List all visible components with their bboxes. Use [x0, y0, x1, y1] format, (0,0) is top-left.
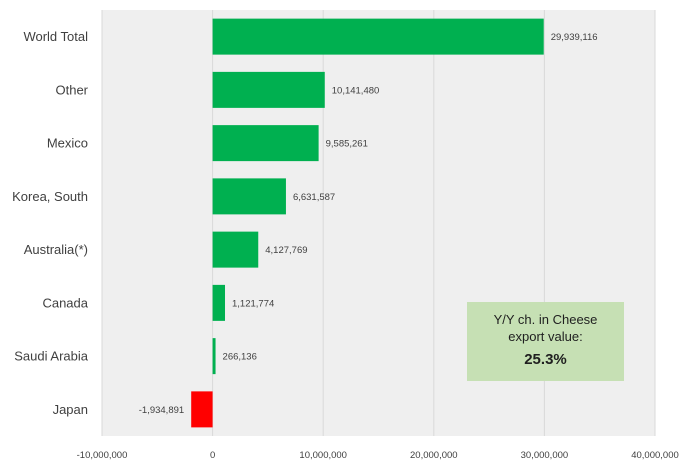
- data-label: 9,585,261: [326, 139, 368, 150]
- data-label: 1,121,774: [232, 298, 274, 309]
- x-tick-label: 40,000,000: [631, 450, 679, 461]
- x-axis-tick-labels: -10,000,000 0 10,000,000 20,000,000 30,000,0…: [77, 450, 679, 461]
- data-label: 29,939,116: [551, 32, 598, 43]
- category-labels: World Total Other Mexico Korea, South Austra…: [12, 29, 89, 417]
- data-label: 4,127,769: [265, 245, 307, 256]
- bar: [212, 338, 216, 375]
- x-tick-label: 30,000,000: [521, 450, 569, 461]
- x-tick-label: 20,000,000: [410, 450, 458, 461]
- bar: [212, 71, 325, 108]
- data-label: -1,934,891: [139, 405, 184, 416]
- bar: [212, 18, 544, 55]
- bar: [191, 391, 213, 428]
- bar: [212, 284, 226, 321]
- callout-value: 25.3%: [524, 351, 567, 368]
- x-tick-label: -10,000,000: [77, 450, 128, 461]
- data-label: 266,136: [223, 352, 257, 363]
- bar: [212, 231, 259, 268]
- category-label: Saudi Arabia: [14, 349, 88, 364]
- callout-line-1: Y/Y ch. in Cheese: [493, 312, 598, 327]
- category-label: Australia(*): [24, 242, 88, 257]
- category-label: Other: [55, 82, 88, 97]
- category-label: Canada: [42, 295, 88, 310]
- x-tick-label: 0: [210, 450, 215, 461]
- callout-line-2: export value:: [508, 329, 583, 344]
- category-label: World Total: [23, 29, 88, 44]
- data-label: 10,141,480: [332, 85, 380, 96]
- bars: [191, 18, 544, 428]
- category-label: Korea, South: [12, 189, 88, 204]
- cheese-export-callout: Y/Y ch. in Cheese export value: 25.3%: [467, 302, 624, 381]
- category-label: Japan: [53, 402, 88, 417]
- category-label: Mexico: [47, 136, 88, 151]
- bar: [212, 125, 319, 162]
- x-tick-label: 10,000,000: [299, 450, 347, 461]
- bar: [212, 178, 286, 215]
- data-labels: 29,939,116 10,141,480 9,585,261 6,631,587 4,…: [139, 32, 598, 416]
- data-label: 6,631,587: [293, 192, 335, 203]
